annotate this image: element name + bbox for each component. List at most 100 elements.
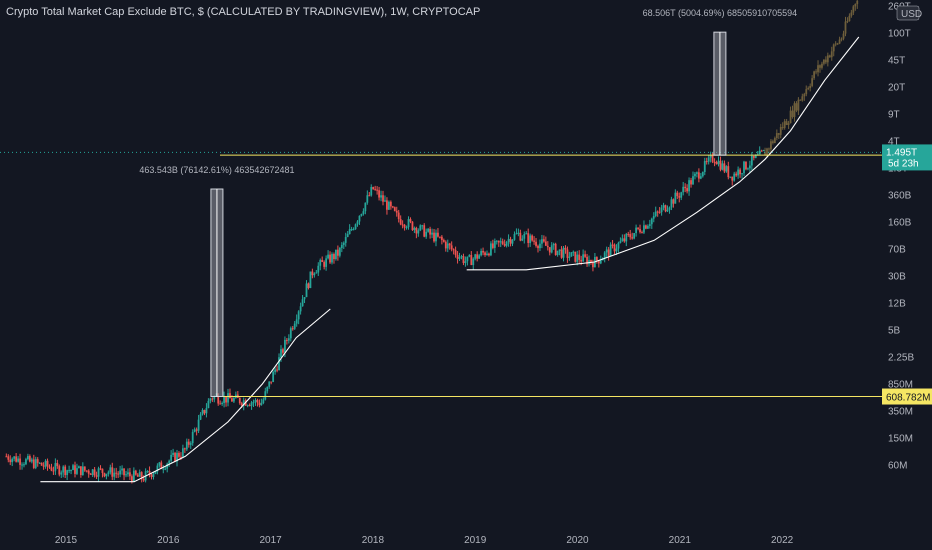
price-candle	[138, 472, 141, 477]
price-candle	[733, 173, 736, 181]
projected-candle	[856, 0, 859, 5]
price-candle	[427, 228, 430, 232]
price-candle	[650, 218, 653, 225]
price-candle	[242, 400, 245, 406]
price-candle	[335, 249, 337, 260]
price-candle	[299, 306, 302, 312]
price-candle	[17, 458, 19, 462]
y-tick-label: 9T	[888, 110, 900, 121]
projected-candle	[819, 65, 821, 68]
price-candle	[411, 221, 414, 231]
price-candle	[121, 468, 123, 471]
price-candle	[238, 397, 241, 404]
projected-candle	[799, 99, 802, 101]
y-tick-label: 360B	[888, 191, 912, 202]
price-candle	[395, 210, 398, 213]
countdown-label: 5d 23h	[888, 158, 919, 169]
price-candle	[672, 199, 675, 204]
price-candle	[293, 323, 296, 329]
price-candle	[274, 369, 277, 372]
price-candle	[544, 241, 547, 246]
measure-label: 463.543B (76142.61%) 463542672481	[139, 165, 294, 175]
price-candle	[513, 234, 516, 240]
projected-candle	[777, 133, 780, 135]
projected-candle	[781, 127, 784, 129]
price-candle	[46, 460, 49, 467]
y-tick-label: 160B	[888, 218, 912, 229]
price-candle	[705, 161, 708, 163]
price-candle	[415, 227, 418, 234]
price-candle	[397, 212, 400, 220]
price-candle	[470, 255, 473, 266]
price-candle	[476, 254, 479, 259]
projected-candle	[848, 15, 851, 22]
price-candle	[79, 466, 82, 476]
price-candle	[101, 468, 104, 473]
price-candle	[558, 249, 561, 251]
price-candle	[609, 244, 612, 257]
price-candle	[325, 258, 328, 267]
price-candle	[745, 161, 747, 170]
price-candle	[505, 241, 508, 246]
projected-candle	[811, 78, 814, 86]
price-candle	[30, 459, 33, 462]
price-candle	[729, 176, 732, 178]
price-candle	[646, 225, 649, 229]
price-candle	[366, 195, 369, 203]
price-candle	[9, 459, 12, 463]
price-candle	[480, 251, 483, 256]
price-candle	[758, 150, 761, 155]
price-candle	[582, 254, 585, 262]
price-candle	[597, 260, 600, 264]
price-candle	[444, 241, 447, 249]
price-candle	[195, 429, 198, 431]
price-candle	[207, 400, 210, 409]
price-candle	[280, 349, 282, 358]
price-candle	[727, 166, 730, 178]
price-candle	[743, 161, 745, 174]
price-candle	[699, 176, 702, 179]
x-tick-label: 2018	[362, 535, 385, 546]
price-candle	[603, 252, 606, 259]
price-candle	[189, 443, 192, 445]
price-candle	[735, 173, 738, 176]
price-candle	[76, 468, 78, 474]
projected-candle	[766, 148, 768, 156]
price-candle	[482, 251, 484, 253]
price-candle	[225, 396, 227, 403]
price-candle	[409, 219, 412, 222]
price-candle	[599, 260, 602, 264]
price-candle	[562, 247, 565, 258]
price-candle	[725, 166, 728, 172]
price-candle	[105, 473, 108, 477]
projected-candle	[817, 65, 819, 73]
price-candle	[11, 458, 14, 463]
price-candle	[658, 211, 661, 213]
projected-candle	[838, 39, 841, 44]
price-candle	[15, 456, 18, 462]
price-candle	[574, 251, 577, 262]
x-tick-label: 2022	[771, 535, 794, 546]
price-candle	[493, 240, 496, 248]
y-tick-label: 45T	[888, 56, 905, 67]
price-candle	[248, 405, 251, 407]
projected-candle	[836, 43, 839, 45]
projected-candle	[840, 38, 843, 40]
price-candle	[301, 299, 304, 307]
projected-candle	[823, 59, 825, 64]
price-candle	[499, 241, 502, 243]
price-candle	[656, 211, 659, 213]
price-candle	[19, 458, 21, 465]
price-candle	[285, 339, 288, 341]
y-tick-label: 70B	[888, 245, 906, 256]
price-candle	[454, 250, 457, 255]
projected-candle	[764, 152, 766, 156]
price-candle	[519, 232, 522, 241]
price-candle	[423, 225, 426, 237]
projected-candle	[850, 12, 853, 16]
price-candle	[376, 189, 379, 191]
price-candle	[433, 232, 435, 242]
price-candle	[399, 219, 402, 225]
price-candle	[221, 402, 224, 404]
